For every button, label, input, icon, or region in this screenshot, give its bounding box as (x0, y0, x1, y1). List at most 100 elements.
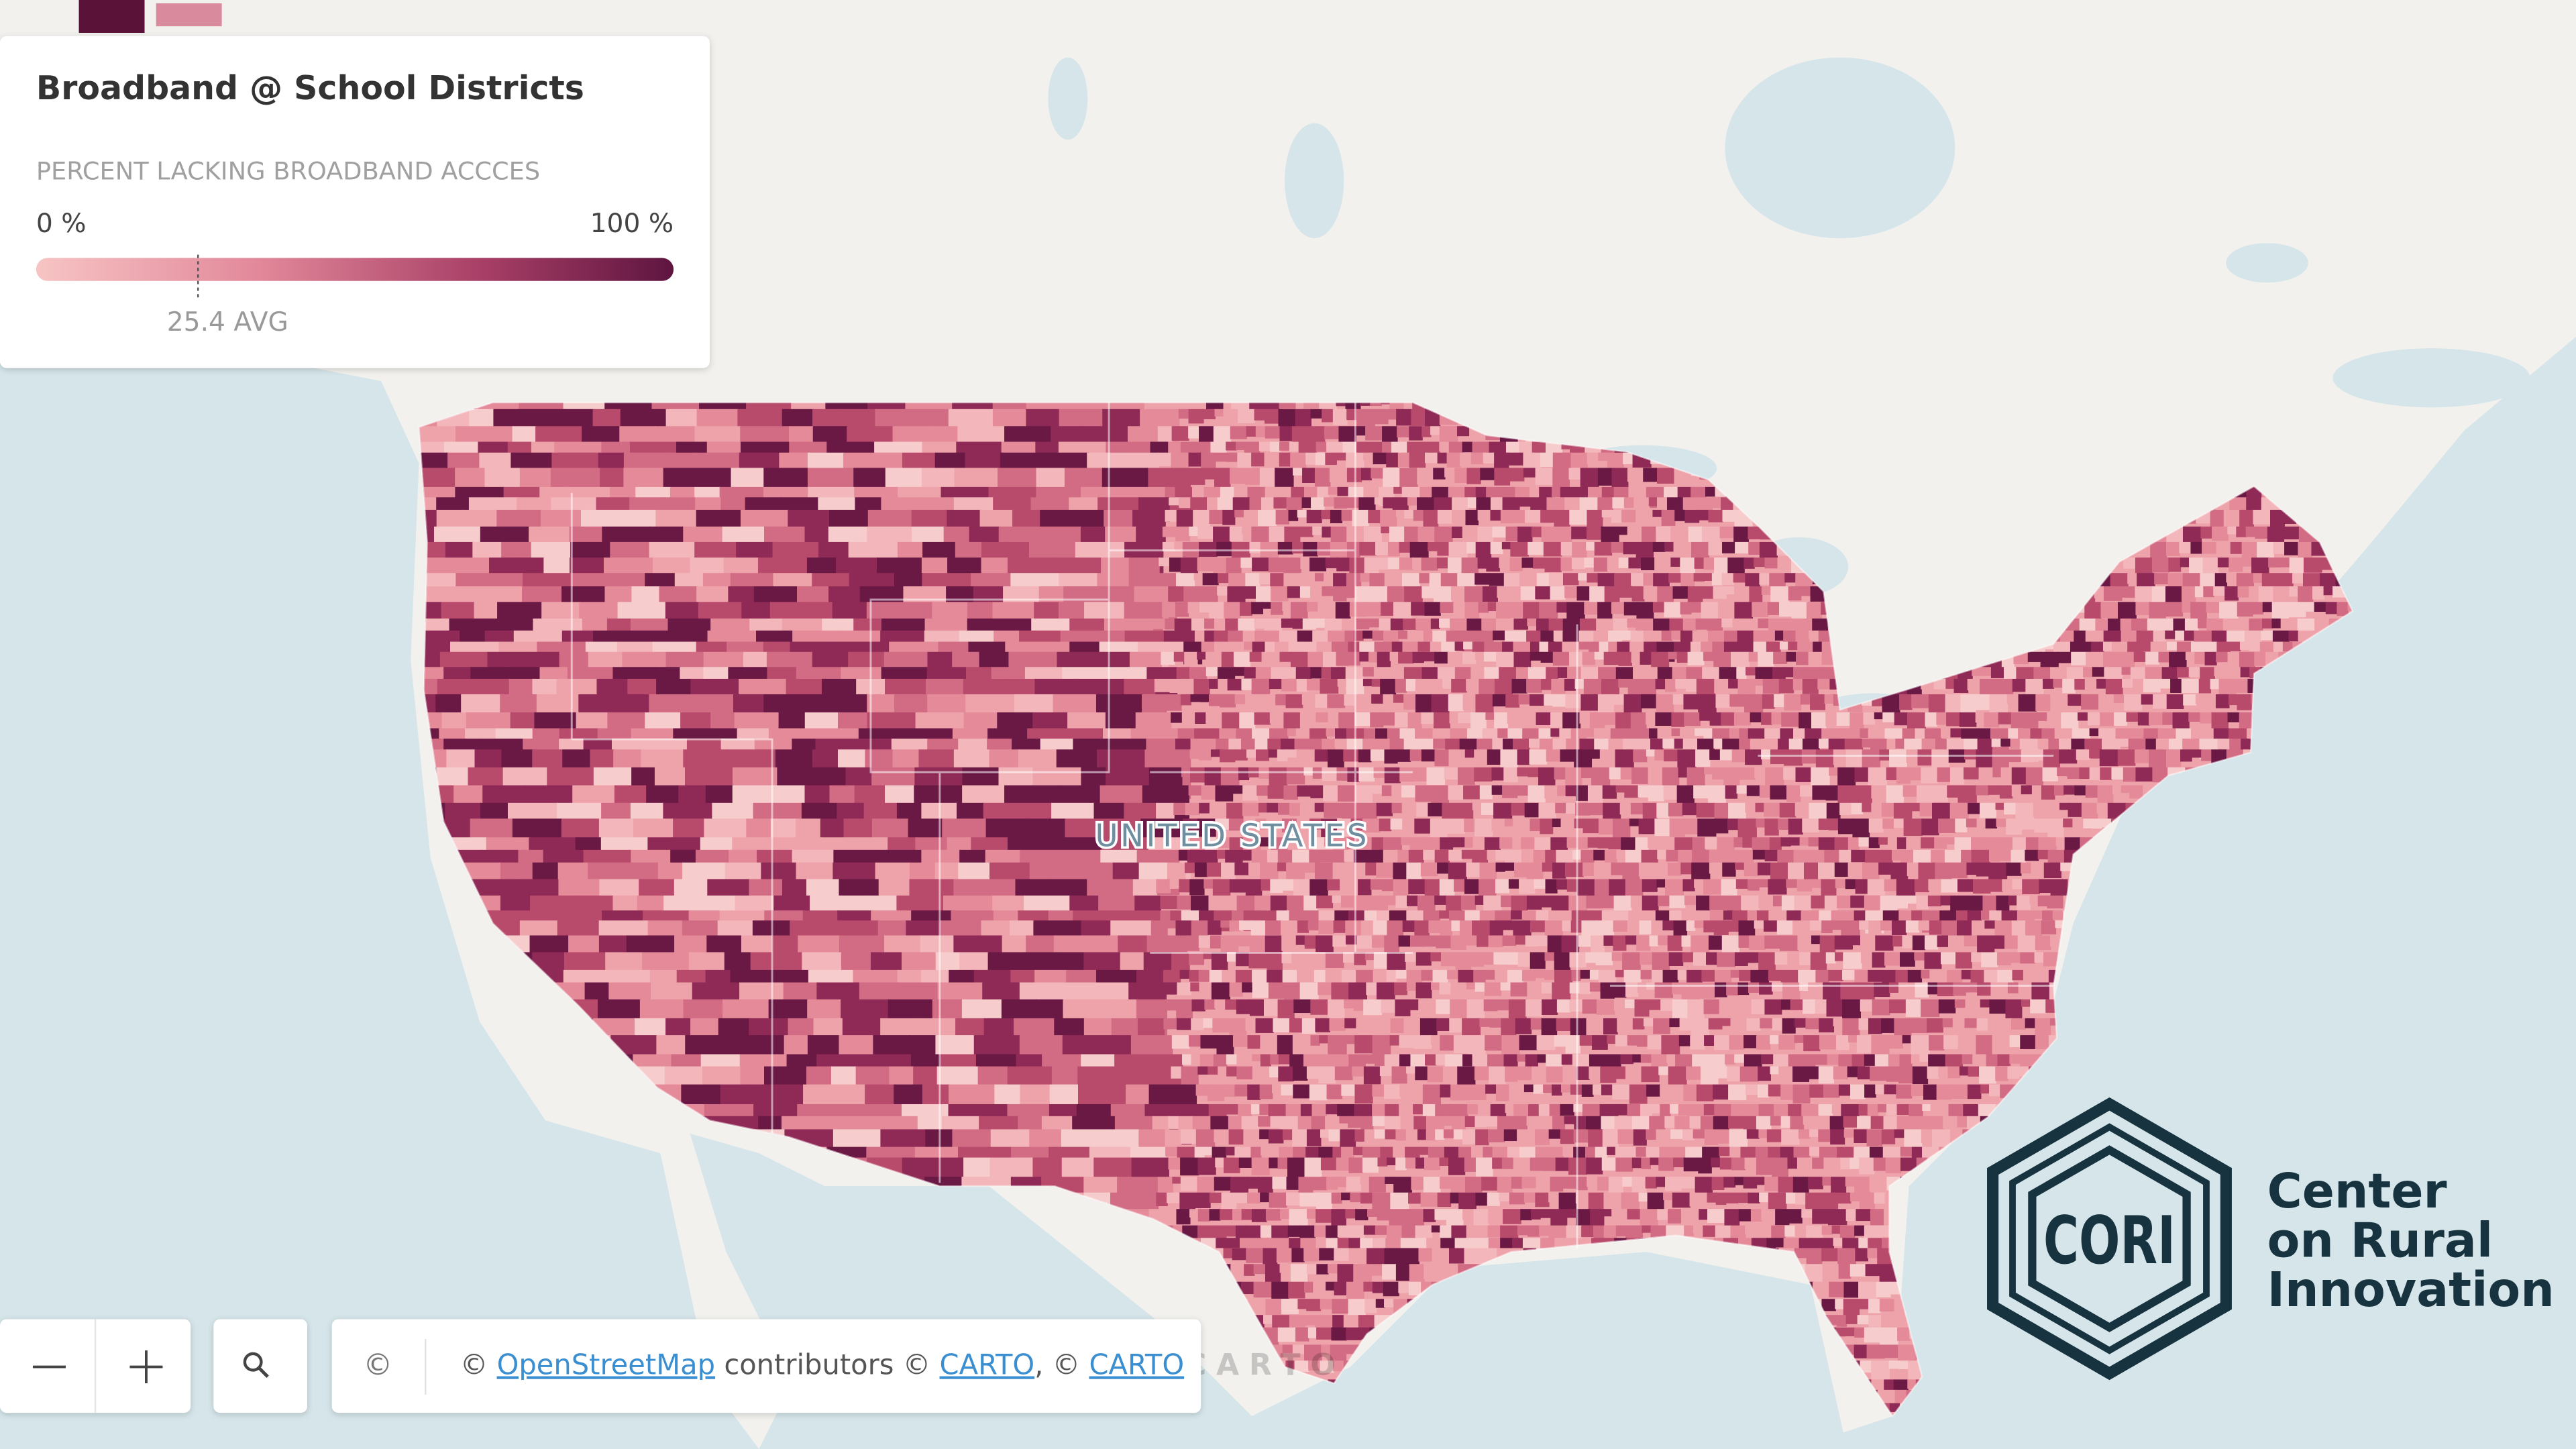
district (1601, 509, 1613, 518)
district (1871, 802, 1883, 813)
district (2085, 651, 2104, 668)
district (1500, 509, 1514, 523)
district (1532, 441, 1547, 453)
district (2200, 712, 2213, 724)
district (1800, 785, 1813, 797)
district (1354, 952, 1366, 965)
district (1307, 651, 1324, 670)
district (1611, 541, 1625, 553)
district (1562, 573, 1579, 586)
district (1457, 767, 1475, 785)
district (1593, 630, 1609, 643)
district (1399, 468, 1418, 488)
district (1476, 497, 1492, 511)
district (2025, 678, 2044, 695)
district (1252, 1054, 1262, 1061)
district (1714, 1035, 1731, 1051)
district (1484, 837, 1501, 851)
district (2249, 586, 2260, 598)
district (1784, 667, 1794, 678)
district (1238, 767, 1250, 781)
district (1617, 1018, 1634, 1032)
district (1423, 630, 1434, 642)
district (1289, 802, 1301, 816)
district (1356, 441, 1368, 454)
district (1393, 862, 1408, 879)
district (1849, 728, 1861, 741)
district (2188, 712, 2201, 722)
district (1715, 694, 1731, 708)
district (1976, 818, 1987, 829)
district (1554, 509, 1570, 527)
district (1273, 1018, 1291, 1032)
district (1980, 667, 1992, 676)
district (1657, 468, 1675, 484)
district (2252, 602, 2264, 614)
district (1165, 509, 1178, 522)
district (1188, 452, 1202, 467)
district (1719, 749, 1733, 761)
district (1162, 526, 1177, 537)
district (1735, 862, 1746, 870)
district (1479, 678, 1496, 697)
district (1603, 1054, 1621, 1069)
district (1726, 982, 1739, 996)
district (1988, 1018, 2004, 1034)
district (1249, 935, 1267, 953)
district (1334, 739, 1348, 749)
district (1797, 935, 1813, 950)
district (1458, 712, 1472, 724)
district (1643, 586, 1658, 600)
district (1976, 1035, 1994, 1055)
district (1821, 879, 1837, 896)
district (1554, 1035, 1566, 1047)
district (1509, 586, 1522, 598)
district (1788, 586, 1802, 601)
district (1450, 999, 1468, 1020)
district (1489, 573, 1505, 586)
district (1949, 767, 1965, 785)
district (1218, 678, 1229, 691)
district (2110, 573, 2129, 588)
district (2068, 694, 2082, 706)
district (1795, 651, 1809, 665)
district (1310, 586, 1323, 599)
district (1232, 785, 1244, 794)
district (1150, 920, 1168, 936)
district (1163, 1018, 1178, 1030)
district (1174, 619, 1193, 634)
district (1695, 749, 1711, 767)
district (1975, 712, 1985, 723)
district (1593, 849, 1606, 861)
district (1466, 468, 1481, 484)
district (1779, 935, 1799, 951)
district (1976, 862, 1990, 877)
district (1664, 602, 1682, 618)
district (1421, 969, 1434, 981)
district (1669, 818, 1685, 837)
district (2021, 818, 2035, 830)
district (1278, 1054, 1291, 1065)
district (1721, 1018, 1731, 1026)
district (1542, 999, 1558, 1015)
district (2063, 785, 2076, 795)
district (1666, 849, 1679, 862)
district (1239, 712, 1256, 731)
district (2167, 573, 2184, 590)
district (1834, 862, 1849, 877)
district (1440, 920, 1452, 936)
district (2237, 586, 2250, 598)
district (1734, 952, 1748, 966)
district (1616, 849, 1627, 859)
district (1631, 651, 1642, 663)
district (2202, 541, 2218, 554)
district (1516, 785, 1529, 796)
district (2213, 586, 2226, 596)
district (1878, 862, 1892, 875)
district (1327, 879, 1341, 891)
district (1187, 602, 1201, 614)
district (1440, 837, 1454, 850)
district (1184, 651, 1198, 666)
district (1663, 785, 1678, 800)
district (1518, 694, 1531, 705)
